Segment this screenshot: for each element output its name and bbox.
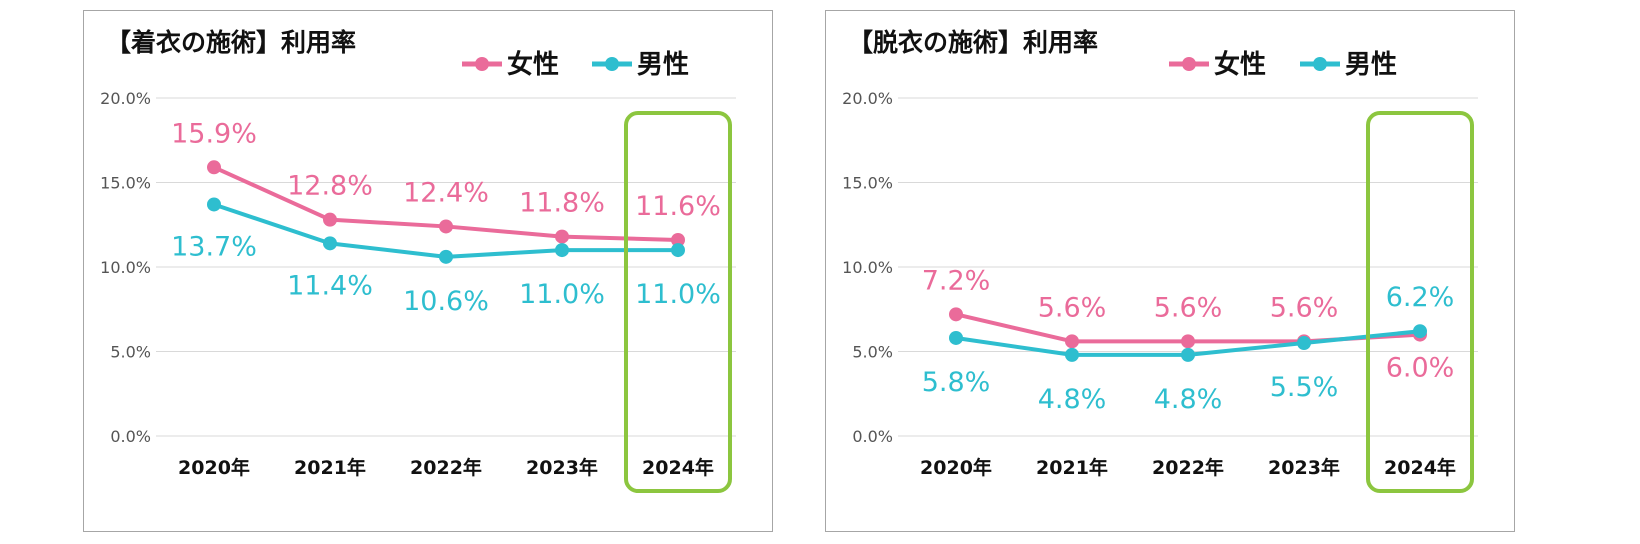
- series-layer: [949, 307, 1427, 362]
- y-tick-label: 15.0%: [100, 174, 151, 193]
- data-label: 6.2%: [1386, 282, 1455, 313]
- x-tick-label: 2023年: [1268, 456, 1340, 479]
- data-label: 5.5%: [1270, 372, 1339, 403]
- y-tick-label: 0.0%: [110, 427, 151, 446]
- data-label: 12.8%: [287, 171, 373, 202]
- data-label: 11.4%: [287, 270, 373, 301]
- legend: 女性 男性: [462, 49, 689, 80]
- data-label: 4.8%: [1038, 384, 1107, 415]
- x-tick-label: 2022年: [410, 456, 482, 479]
- y-tick-label: 0.0%: [852, 427, 893, 446]
- data-label: 6.0%: [1386, 353, 1455, 384]
- data-labels: 7.2% 5.6% 5.6% 5.6% 6.0% 5.8% 4.8% 4.8% 5.5% 6.2%: [922, 265, 1455, 415]
- data-label: 10.6%: [403, 286, 489, 317]
- chart-title: 【脱衣の施術】利用率: [848, 28, 1098, 57]
- data-label: 11.6%: [635, 191, 721, 222]
- series-layer: [207, 160, 685, 264]
- gridlines: [898, 97, 1478, 437]
- data-point: [555, 229, 569, 244]
- data-labels: 15.9% 12.8% 12.4% 11.8% 11.6% 13.7% 11.4% 10.6%…: [171, 118, 721, 317]
- data-label: 11.0%: [519, 279, 605, 310]
- legend-marker-female: [475, 57, 489, 71]
- data-label: 5.8%: [922, 367, 991, 398]
- legend-marker-male: [1313, 57, 1327, 71]
- x-tick-label: 2022年: [1152, 456, 1224, 479]
- x-tick-label: 2024年: [1384, 456, 1456, 479]
- data-label: 15.9%: [171, 118, 257, 149]
- legend-marker-female: [1182, 57, 1196, 71]
- y-tick-label: 15.0%: [842, 174, 893, 193]
- x-tick-label: 2023年: [526, 456, 598, 479]
- chart-panel-clothed: 【着衣の施術】利用率 女性 男性 0.0% 5.0% 10.0% 15.0% 20.0%…: [83, 10, 773, 532]
- data-point: [671, 232, 685, 247]
- highlight-2024-box: [1366, 111, 1474, 493]
- data-point: [1065, 334, 1079, 349]
- data-point: [1413, 324, 1427, 339]
- data-point: [439, 249, 453, 264]
- data-point: [323, 212, 337, 227]
- line-chart-unclothed: 【脱衣の施術】利用率 女性 男性 0.0% 5.0% 10.0% 15.0% 20.0%…: [842, 28, 1478, 493]
- data-label: 12.4%: [403, 177, 489, 208]
- y-tick-label: 20.0%: [842, 89, 893, 108]
- data-point: [555, 243, 569, 258]
- data-label: 11.0%: [635, 279, 721, 310]
- chart-panel-unclothed: 【脱衣の施術】利用率 女性 男性 0.0% 5.0% 10.0% 15.0% 20.0%…: [825, 10, 1515, 532]
- y-tick-label: 20.0%: [100, 89, 151, 108]
- highlight-2024-box: [624, 111, 732, 493]
- data-point: [1181, 334, 1195, 349]
- x-tick-label: 2020年: [178, 456, 250, 479]
- data-label: 11.8%: [519, 188, 605, 219]
- y-tick-label: 10.0%: [100, 258, 151, 277]
- x-tick-label: 2020年: [920, 456, 992, 479]
- legend: 女性 男性: [1169, 49, 1397, 80]
- data-label: 4.8%: [1154, 384, 1223, 415]
- x-tick-label: 2021年: [294, 456, 366, 479]
- data-point: [1181, 347, 1195, 362]
- y-tick-label: 5.0%: [852, 343, 893, 362]
- legend-marker-male: [605, 57, 619, 71]
- data-point: [949, 307, 963, 322]
- data-label: 5.6%: [1154, 292, 1223, 323]
- line-chart-clothed: 【着衣の施術】利用率 女性 男性 0.0% 5.0% 10.0% 15.0% 20.0%…: [100, 28, 736, 493]
- y-tick-label: 10.0%: [842, 258, 893, 277]
- legend-label-female: 女性: [507, 49, 559, 80]
- data-point: [323, 236, 337, 251]
- data-point: [439, 219, 453, 234]
- x-tick-label: 2021年: [1036, 456, 1108, 479]
- data-point: [207, 160, 221, 175]
- legend-label-male: 男性: [1345, 50, 1397, 80]
- y-axis: 0.0% 5.0% 10.0% 15.0% 20.0%: [842, 89, 893, 446]
- x-tick-label: 2024年: [642, 456, 714, 479]
- data-point: [949, 330, 963, 345]
- gridlines: [156, 97, 736, 437]
- data-label: 7.2%: [922, 265, 991, 296]
- y-tick-label: 5.0%: [110, 343, 151, 362]
- data-point: [1297, 336, 1311, 351]
- data-label: 5.6%: [1038, 292, 1107, 323]
- chart-title: 【着衣の施術】利用率: [106, 28, 356, 57]
- data-point: [1065, 347, 1079, 362]
- y-axis: 0.0% 5.0% 10.0% 15.0% 20.0%: [100, 89, 151, 446]
- legend-label-female: 女性: [1214, 49, 1266, 80]
- legend-label-male: 男性: [637, 50, 689, 80]
- x-axis: 2020年 2021年 2022年 2023年 2024年: [178, 456, 714, 479]
- data-label: 13.7%: [171, 231, 257, 262]
- data-point: [671, 243, 685, 258]
- x-axis: 2020年 2021年 2022年 2023年 2024年: [920, 456, 1456, 479]
- data-label: 5.6%: [1270, 292, 1339, 323]
- data-point: [207, 197, 221, 212]
